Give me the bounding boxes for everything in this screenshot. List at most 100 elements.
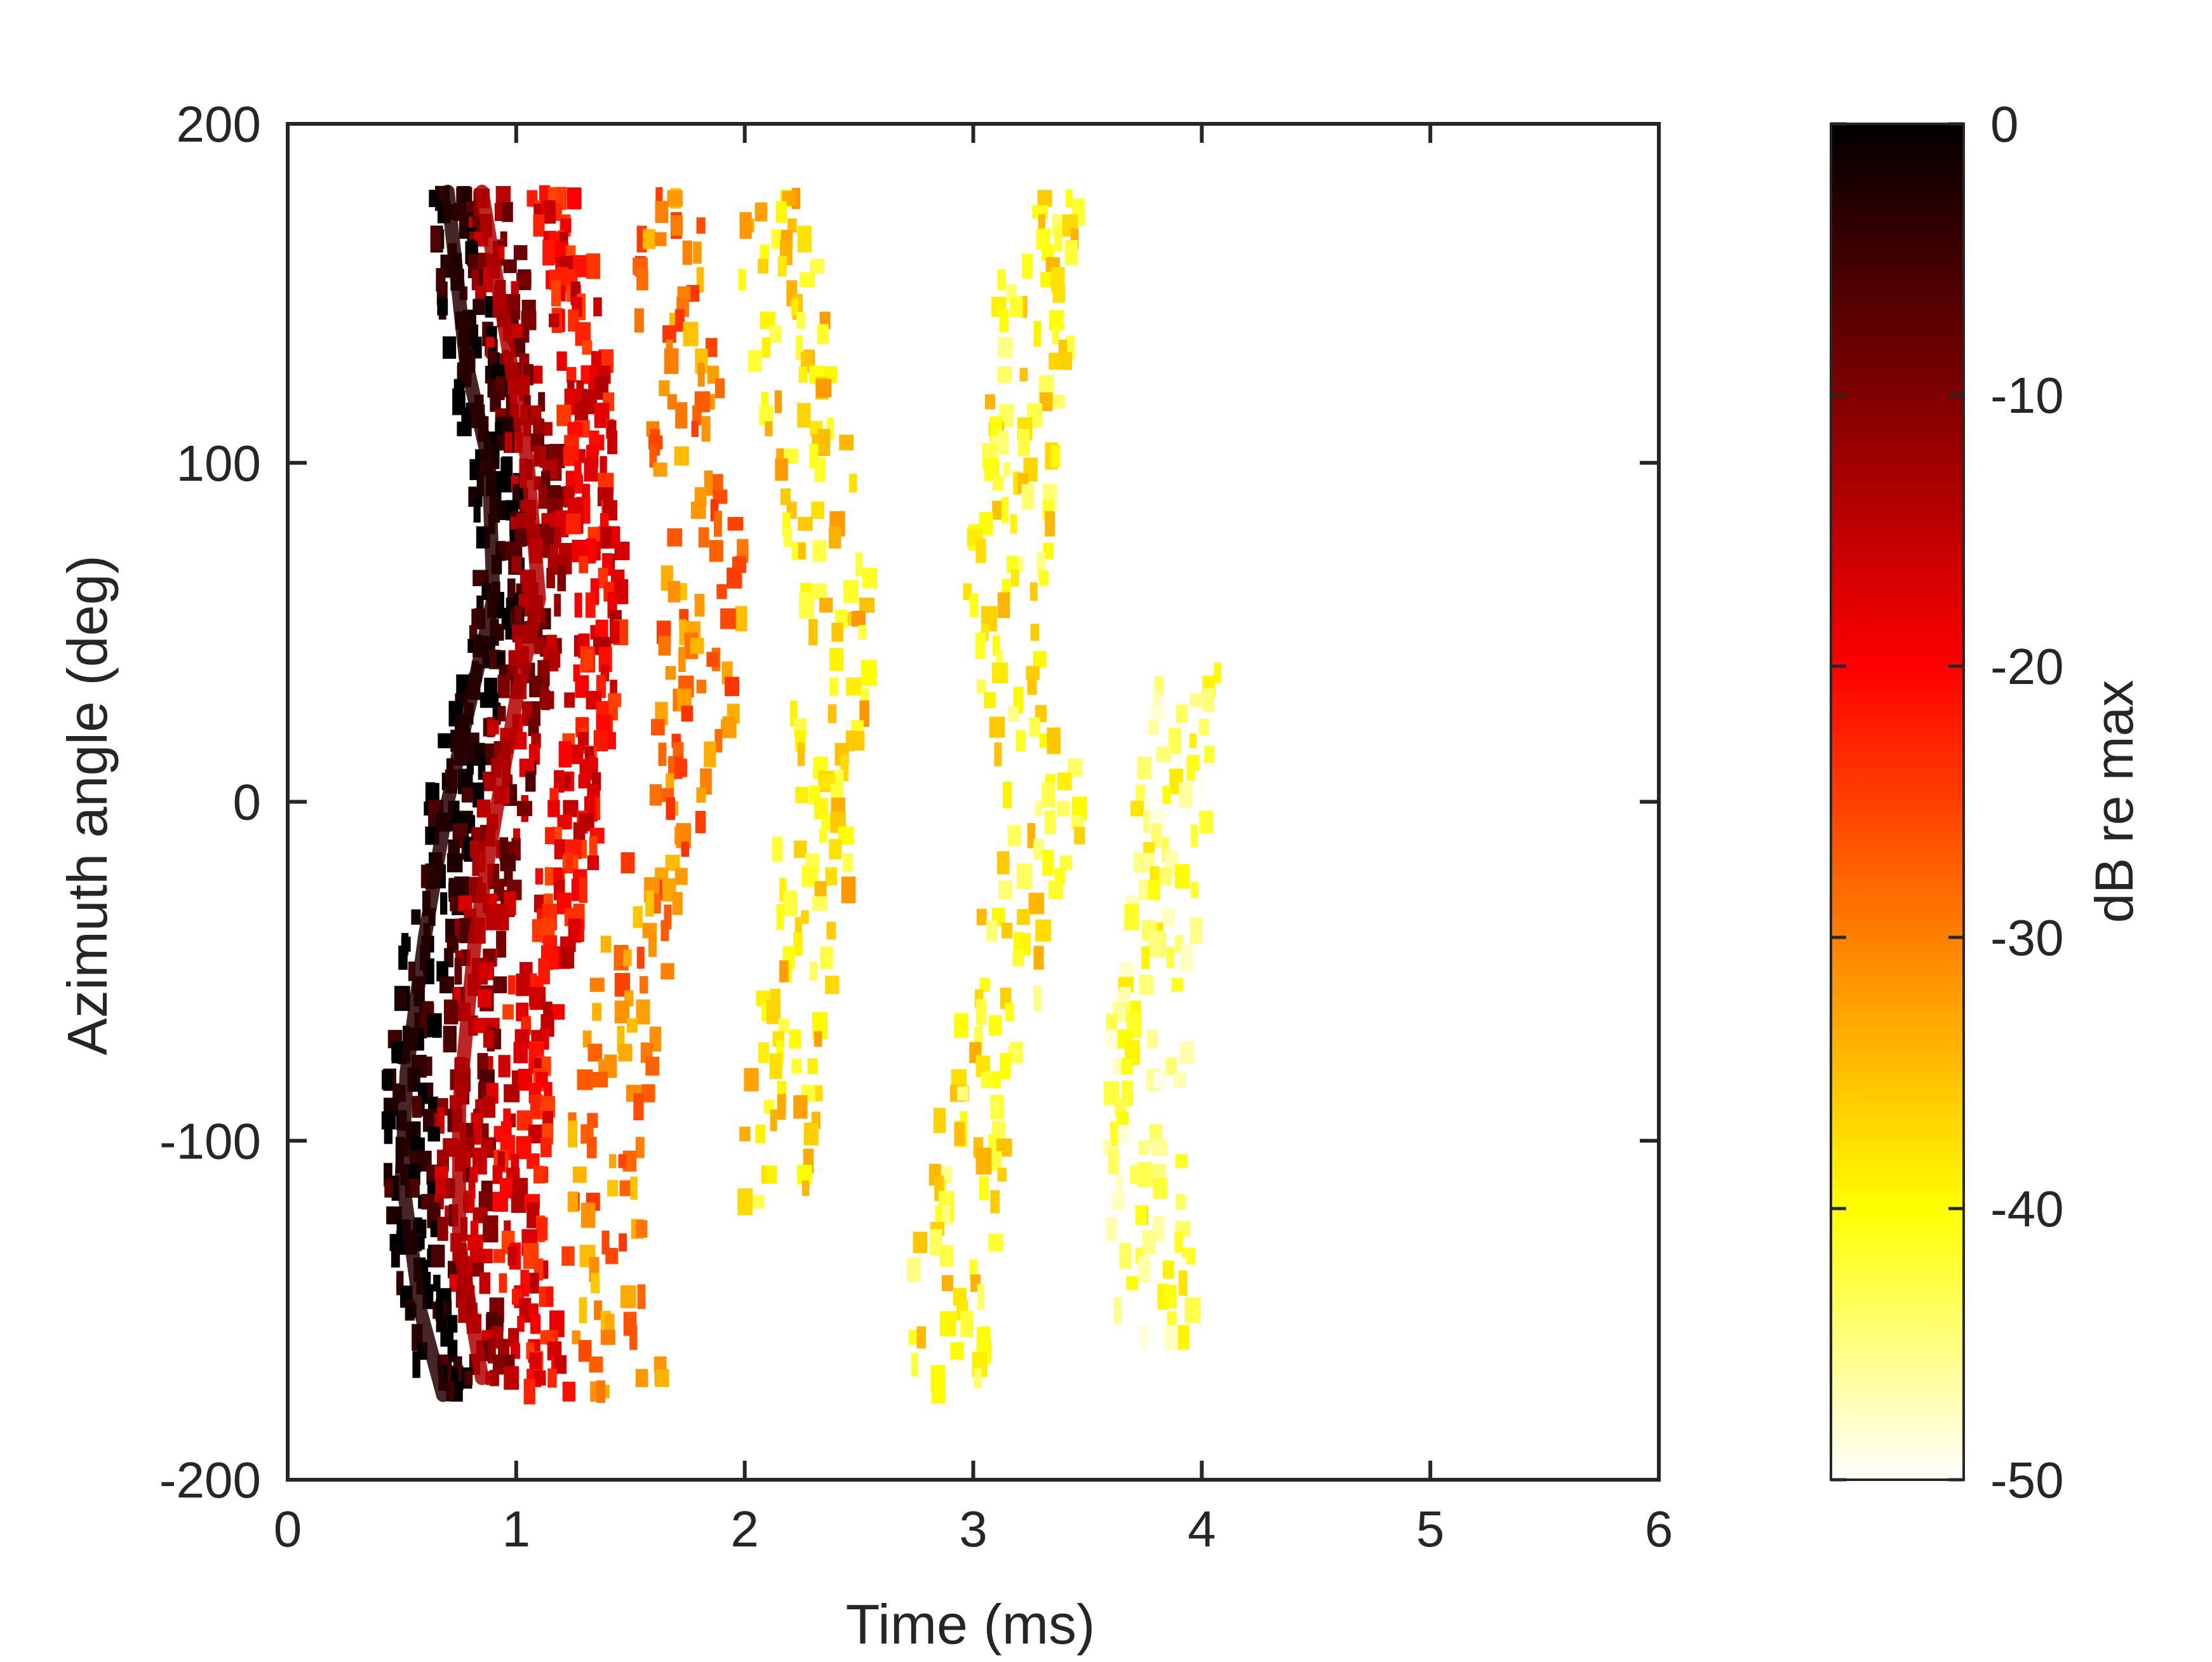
- heat-cell: [998, 337, 1014, 358]
- heat-cell: [1151, 823, 1162, 848]
- heat-cell: [1156, 746, 1172, 763]
- heat-cell: [1005, 1002, 1014, 1021]
- heat-cell: [800, 272, 815, 288]
- heat-cell: [954, 1122, 965, 1146]
- heat-cell: [487, 720, 499, 735]
- heat-cell: [1029, 717, 1040, 737]
- heat-cell: [769, 1053, 782, 1080]
- heat-cell: [667, 394, 677, 410]
- heat-cell: [827, 417, 835, 441]
- heat-cell: [1137, 1162, 1153, 1188]
- heat-cell: [996, 650, 1003, 669]
- colorbar: 0 -10 -20 -30 -40 -50 dB re max: [1830, 96, 2144, 1508]
- heat-cell: [1133, 852, 1145, 873]
- heat-cell: [573, 664, 580, 682]
- heat-cell: [587, 855, 600, 871]
- heat-cell: [989, 716, 1005, 738]
- heat-cell: [546, 527, 554, 547]
- heat-cell: [975, 539, 986, 563]
- heat-cell: [493, 471, 502, 495]
- y-tick-label: 100: [177, 435, 261, 492]
- heat-cell: [1017, 909, 1030, 925]
- heat-cell: [1050, 445, 1061, 467]
- heat-cell: [504, 1084, 520, 1102]
- heat-cell: [810, 258, 825, 274]
- heat-cell: [1156, 867, 1172, 886]
- heat-cell: [636, 999, 650, 1025]
- heat-cell: [655, 201, 669, 224]
- heat-cell: [435, 1179, 446, 1198]
- heat-cell: [467, 201, 474, 223]
- heat-cell: [666, 773, 674, 789]
- heat-cell: [1139, 1325, 1149, 1350]
- heat-cell: [760, 245, 769, 261]
- x-tick-label: 3: [959, 1501, 988, 1557]
- heat-cell: [636, 1220, 648, 1238]
- colorbar-tick-label: -40: [1990, 1181, 2064, 1237]
- heat-cell: [630, 1176, 638, 1200]
- heat-cell: [516, 801, 533, 817]
- heat-cell: [623, 949, 632, 967]
- heat-cell: [790, 700, 798, 727]
- heat-cell: [855, 552, 863, 577]
- heat-cell: [1058, 352, 1073, 370]
- heat-cell: [664, 904, 672, 930]
- heat-cell: [529, 989, 539, 1008]
- heat-cell: [461, 787, 473, 803]
- heat-cell: [542, 676, 549, 697]
- heat-cell: [1041, 244, 1054, 261]
- heat-cell: [610, 620, 620, 644]
- heat-cell: [1190, 917, 1203, 944]
- heat-cell: [593, 730, 608, 751]
- heat-cell: [586, 593, 596, 618]
- heat-cell: [1033, 651, 1047, 668]
- heat-cell: [600, 526, 612, 549]
- heat-cell: [984, 458, 1000, 481]
- heat-cell: [502, 202, 513, 222]
- heat-cell: [1126, 1276, 1138, 1290]
- heat-cell: [503, 259, 517, 273]
- heat-cell: [1059, 855, 1073, 871]
- heat-cell: [1033, 986, 1042, 1011]
- heat-cell: [1165, 1057, 1177, 1075]
- heat-cell: [600, 935, 612, 953]
- heat-cell: [989, 1098, 1000, 1115]
- heat-cell: [799, 591, 814, 619]
- heat-cell: [803, 869, 819, 884]
- heat-cell: [998, 880, 1013, 900]
- heat-cell: [607, 1180, 619, 1196]
- heat-cell: [500, 231, 507, 247]
- heat-cell: [778, 1018, 789, 1033]
- y-tick-label: -100: [159, 1113, 261, 1169]
- heat-cell: [594, 1300, 603, 1320]
- heat-cell: [819, 598, 833, 613]
- y-tick-label: -200: [159, 1452, 261, 1508]
- heat-cell: [935, 1205, 944, 1225]
- heat-cell: [725, 676, 739, 697]
- heat-cell: [1168, 727, 1181, 754]
- heat-cell: [1020, 296, 1028, 318]
- heat-cell: [775, 201, 787, 223]
- heat-cell: [809, 962, 818, 981]
- heat-cell: [608, 693, 622, 707]
- heat-cell: [412, 1351, 420, 1378]
- heat-cell: [432, 782, 439, 807]
- heat-cell: [754, 202, 768, 222]
- heat-cell: [788, 218, 797, 233]
- heat-cell: [478, 1191, 487, 1212]
- heat-cell: [1052, 394, 1065, 409]
- heat-cell: [1021, 484, 1035, 510]
- heat-cell: [626, 1018, 638, 1033]
- heat-cell: [443, 336, 457, 359]
- heat-cell: [384, 1179, 394, 1198]
- y-axis-label: Azimuth angle (deg): [56, 555, 119, 1056]
- heat-cell: [1040, 392, 1053, 412]
- heat-cell: [533, 1370, 546, 1386]
- heat-cell: [808, 619, 818, 646]
- heat-cell: [446, 853, 463, 873]
- heat-cell: [791, 1059, 802, 1074]
- heat-cell: [981, 623, 989, 641]
- heat-cell: [839, 434, 854, 451]
- heat-cell: [1178, 1270, 1188, 1296]
